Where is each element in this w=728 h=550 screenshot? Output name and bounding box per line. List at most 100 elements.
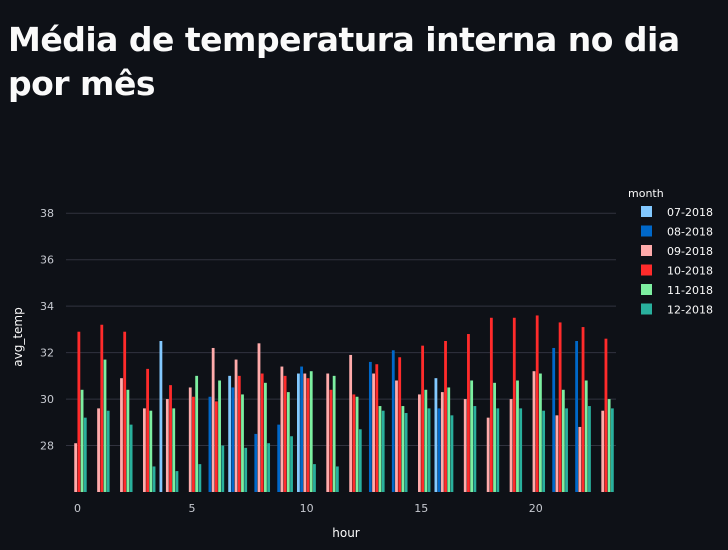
bar-11-2018[interactable] [241,394,244,492]
bar-11-2018[interactable] [539,373,542,492]
bar-09-2018[interactable] [463,399,467,492]
bar-10-2018[interactable] [146,368,150,492]
bar-10-2018[interactable] [306,378,310,492]
bar-12-2018[interactable] [129,424,133,492]
bar-10-2018[interactable] [489,317,493,492]
bar-08-2018[interactable] [208,396,212,492]
bar-09-2018[interactable] [349,354,353,492]
bar-09-2018[interactable] [532,371,536,492]
bar-09-2018[interactable] [395,380,398,492]
bar-12-2018[interactable] [244,447,248,492]
bar-11-2018[interactable] [607,399,611,492]
bar-12-2018[interactable] [313,464,316,492]
bar-08-2018[interactable] [231,387,235,492]
bar-10-2018[interactable] [283,375,287,492]
legend-item-label[interactable]: 08-2018 [667,226,713,239]
bar-10-2018[interactable] [192,396,195,492]
bar-12-2018[interactable] [221,445,225,492]
bar-10-2018[interactable] [169,385,172,492]
bar-11-2018[interactable] [126,389,130,492]
bar-07-2018[interactable] [297,373,300,492]
bar-11-2018[interactable] [218,380,221,492]
bar-10-2018[interactable] [123,331,127,492]
legend-swatch[interactable] [641,245,652,256]
bar-12-2018[interactable] [175,471,179,492]
bar-12-2018[interactable] [427,408,431,492]
bar-09-2018[interactable] [326,373,330,492]
bar-10-2018[interactable] [100,324,104,492]
bar-09-2018[interactable] [486,417,490,492]
bar-09-2018[interactable] [440,392,444,492]
bar-10-2018[interactable] [77,331,81,492]
legend-item-label[interactable]: 11-2018 [667,284,713,297]
bar-09-2018[interactable] [601,410,605,492]
bar-09-2018[interactable] [97,408,100,492]
bar-08-2018[interactable] [575,341,579,492]
bar-12-2018[interactable] [450,415,454,492]
bar-11-2018[interactable] [355,396,359,492]
bar-09-2018[interactable] [303,373,307,492]
bar-11-2018[interactable] [584,380,588,492]
bar-09-2018[interactable] [509,399,513,492]
bar-10-2018[interactable] [398,357,402,492]
legend-item-label[interactable]: 10-2018 [667,265,713,278]
bar-12-2018[interactable] [198,464,202,492]
bar-09-2018[interactable] [578,426,582,492]
bar-09-2018[interactable] [165,399,169,492]
bar-12-2018[interactable] [496,408,500,492]
bar-09-2018[interactable] [280,366,284,492]
legend-item-label[interactable]: 09-2018 [667,245,713,258]
bar-10-2018[interactable] [467,334,470,492]
bar-09-2018[interactable] [234,359,238,492]
bar-12-2018[interactable] [565,408,568,492]
bar-09-2018[interactable] [143,408,146,492]
bar-12-2018[interactable] [83,417,87,492]
bar-11-2018[interactable] [195,375,199,492]
bar-10-2018[interactable] [237,375,241,492]
legend-swatch[interactable] [641,206,652,217]
bar-11-2018[interactable] [401,406,405,492]
bar-07-2018[interactable] [228,375,232,492]
bar-11-2018[interactable] [264,382,267,492]
bar-11-2018[interactable] [309,371,313,492]
legend-swatch[interactable] [641,225,652,237]
bar-12-2018[interactable] [542,410,546,492]
legend-swatch[interactable] [641,264,652,276]
bar-10-2018[interactable] [535,315,539,492]
bar-11-2018[interactable] [103,359,107,492]
bar-11-2018[interactable] [493,382,496,492]
bar-11-2018[interactable] [378,406,382,492]
bar-10-2018[interactable] [375,364,379,492]
bar-09-2018[interactable] [372,373,375,492]
bar-11-2018[interactable] [447,387,451,492]
bar-08-2018[interactable] [437,408,441,492]
bar-08-2018[interactable] [368,361,372,492]
legend-item-label[interactable]: 07-2018 [667,206,713,219]
bar-12-2018[interactable] [290,436,293,492]
bar-11-2018[interactable] [80,389,84,492]
bar-10-2018[interactable] [214,401,218,492]
bar-10-2018[interactable] [581,327,585,492]
bar-10-2018[interactable] [352,394,356,492]
bar-12-2018[interactable] [152,466,156,492]
bar-11-2018[interactable] [286,392,290,492]
bar-09-2018[interactable] [120,378,123,492]
bar-10-2018[interactable] [421,345,425,492]
bar-09-2018[interactable] [257,343,261,492]
bar-09-2018[interactable] [188,387,192,492]
bar-11-2018[interactable] [470,380,474,492]
bar-08-2018[interactable] [552,347,556,492]
bar-07-2018[interactable] [159,341,163,492]
bar-08-2018[interactable] [391,350,395,492]
bar-09-2018[interactable] [74,443,78,492]
legend-swatch[interactable] [641,303,652,315]
bar-10-2018[interactable] [444,341,447,492]
bar-10-2018[interactable] [604,338,608,492]
bar-12-2018[interactable] [335,466,339,492]
bar-08-2018[interactable] [254,433,258,492]
bar-08-2018[interactable] [277,424,281,492]
legend-swatch[interactable] [641,284,652,295]
bar-10-2018[interactable] [329,389,333,492]
bar-10-2018[interactable] [512,317,516,492]
bar-12-2018[interactable] [519,408,523,492]
